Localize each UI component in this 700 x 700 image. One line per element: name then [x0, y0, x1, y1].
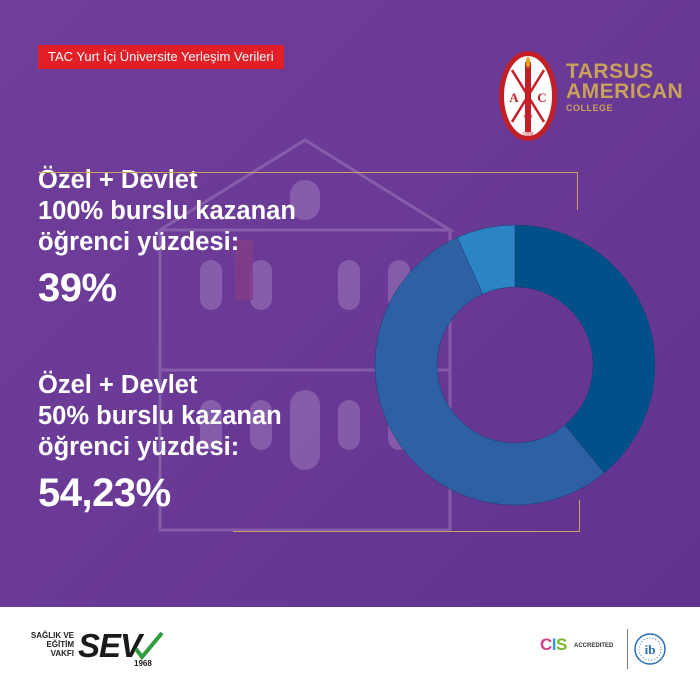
donut-slice-1	[514, 224, 656, 474]
sev-logo: SAĞLIK VE EĞİTİM VAKFI SEV 1968	[30, 627, 170, 677]
stat-value: 54,23%	[38, 471, 171, 515]
tac-wordmark: TARSUS AMERICAN COLLEGE	[566, 60, 684, 113]
svg-text:A: A	[509, 90, 519, 105]
donut-slice-3	[456, 224, 516, 295]
footer-divider	[627, 629, 628, 669]
ib-logo-icon: ib	[634, 633, 666, 665]
stat-value: 39%	[38, 266, 117, 310]
svg-text:1888: 1888	[522, 132, 533, 138]
sev-line-2: EĞİTİM	[46, 640, 74, 649]
sev-line-1: SAĞLIK VE	[30, 631, 74, 640]
svg-text:C: C	[537, 90, 546, 105]
donut-chart	[374, 224, 656, 506]
donut-slice-2	[374, 237, 605, 506]
connector-line-bottom-v	[579, 500, 580, 532]
tac-logo: A C T 1888 TARSUS AMERICAN COLLEGE	[498, 50, 683, 145]
sev-small-text: SAĞLIK VE EĞİTİM VAKFI	[30, 631, 74, 658]
svg-text:ib: ib	[645, 642, 656, 657]
connector-line-top-h	[38, 172, 578, 173]
sev-line-3: VAKFI	[50, 649, 74, 658]
cis-logo: CIS ACCREDITED	[540, 635, 620, 665]
stat-label: Özel + Devlet 50% burslu kazanan öğrenci…	[38, 371, 282, 461]
checkmark-icon	[134, 631, 164, 661]
logo-line-3: COLLEGE	[566, 102, 614, 113]
logo-line-2: AMERICAN	[566, 79, 684, 103]
logo-line-1: TARSUS	[566, 60, 654, 83]
cis-accredited: ACCREDITED	[574, 643, 614, 649]
banner-title: TAC Yurt İçi Üniversite Yerleşim Veriler…	[38, 45, 284, 69]
stat-label: Özel + Devlet 100% burslu kazanan öğrenc…	[38, 166, 296, 256]
cis-wordmark: CIS	[540, 635, 567, 654]
stat-full-scholarship: Özel + Devlet 100% burslu kazanan öğrenc…	[38, 165, 296, 312]
sev-year: 1968	[134, 659, 152, 668]
svg-text:T: T	[524, 112, 533, 127]
connector-line-top-v	[577, 172, 578, 210]
footer: SAĞLIK VE EĞİTİM VAKFI SEV 1968 CIS ACCR…	[0, 607, 700, 700]
stat-half-scholarship: Özel + Devlet 50% burslu kazanan öğrenci…	[38, 370, 282, 517]
connector-line-bottom-h	[233, 531, 580, 532]
tac-badge-icon: A C T 1888	[499, 51, 557, 141]
sev-wordmark: SEV	[78, 627, 142, 664]
purple-background: TAC Yurt İçi Üniversite Yerleşim Veriler…	[0, 0, 700, 607]
